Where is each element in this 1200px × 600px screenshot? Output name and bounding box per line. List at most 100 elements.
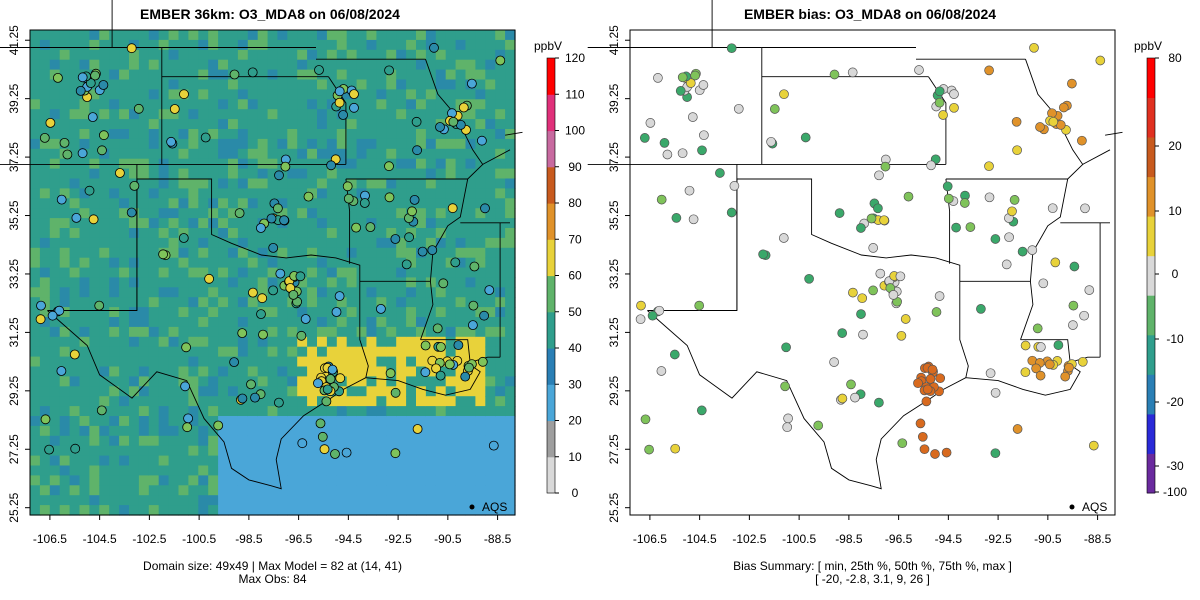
aqs-station-marker [917,431,928,442]
aqs-station-marker [782,422,793,433]
aqs-station-marker [847,67,858,78]
aqs-station-marker [229,357,240,368]
aqs-station-marker [313,378,323,389]
bias-x-tick-label: -100.5 [782,532,816,546]
aqs-station-marker [1079,310,1089,321]
aqs-station-marker [813,420,824,431]
aqs-station-marker [390,448,401,459]
bias-colorbar-tick-label: -30 [1166,459,1184,473]
aqs-station-marker [1017,246,1028,257]
aqs-station-marker [247,287,258,298]
aqs-station-marker [696,405,707,416]
aqs-station-marker [334,86,345,97]
aqs-station-marker [273,397,284,408]
bias-x-tick-label: -106.5 [633,532,667,546]
aqs-station-marker [384,161,394,172]
aqs-station-marker [334,97,345,108]
aqs-station-marker [976,304,986,314]
aqs-station-marker [448,116,459,127]
aqs-station-marker [900,314,911,324]
aqs-station-marker [330,449,340,459]
aqs-station-marker [480,203,490,214]
aqs-station-marker [659,138,670,148]
model-colorbar [546,57,556,494]
aqs-station-marker [951,222,961,233]
aqs-station-marker [213,420,224,431]
aqs-station-marker [44,444,54,455]
bias-footer-line1: Bias Summary: [ min, 25th %, 50th %, 75t… [733,559,1012,573]
aqs-station-marker [1038,278,1049,289]
aqs-station-marker [990,448,1001,459]
aqs-station-marker [780,381,790,392]
aqs-station-marker [925,374,936,384]
aqs-station-marker [435,370,446,381]
aqs-station-marker [466,78,477,89]
aqs-station-marker [229,69,240,80]
model-station-markers [35,42,506,459]
aqs-station-marker [875,268,886,279]
aqs-station-marker [335,373,346,384]
model-x-tick-label: -96.5 [285,532,313,546]
aqs-station-marker [766,136,776,147]
aqs-station-marker [914,65,924,75]
aqs-station-marker [1011,116,1022,127]
aqs-station-marker [697,145,707,156]
aqs-station-marker [837,328,848,338]
aqs-station-marker [334,291,345,302]
aqs-station-marker [804,273,814,284]
aqs-station-marker [733,103,744,114]
aqs-station-marker [931,307,942,317]
model-y-tick-label: 39.25 [7,83,21,113]
aqs-station-marker [275,268,286,279]
aqs-station-marker [913,378,923,389]
aqs-station-marker [868,243,879,253]
aqs-station-marker [390,387,401,398]
bias-y-tick-label: 29.25 [607,375,621,405]
aqs-station-marker [647,310,658,321]
model-field-grid [30,30,516,516]
aqs-station-marker [181,342,192,353]
model-x-tick-label: -104.5 [83,532,117,546]
aqs-station-marker [166,136,177,147]
aqs-legend-label: AQS [482,500,507,514]
aqs-station-marker [856,309,866,319]
aqs-station-marker [464,362,474,373]
model-panel: EMBER 36km: O3_MDA8 on 06/08/2024 -106.5… [0,0,585,586]
model-x-tick-label: -106.5 [33,532,67,546]
aqs-station-marker [467,320,478,331]
aqs-station-marker [331,307,342,317]
aqs-station-marker [873,203,883,214]
aqs-station-marker [1077,356,1088,367]
aqs-station-marker [178,233,189,243]
model-y-tick-label: 37.25 [7,142,21,172]
aqs-station-marker [941,447,952,458]
aqs-station-marker [303,191,314,202]
aqs-station-marker [420,367,431,378]
aqs-station-marker [726,43,737,54]
aqs-station-marker [435,122,445,132]
aqs-station-marker [984,65,994,76]
aqs-station-marker [411,116,422,127]
bias-colorbar-tick-label: 0 [1172,267,1179,281]
aqs-station-marker [1029,42,1039,53]
aqs-station-marker [266,213,277,224]
aqs-station-marker [1058,102,1069,113]
aqs-station-marker [677,72,688,83]
aqs-station-marker [458,102,469,113]
aqs-station-marker [182,422,193,433]
aqs-station-marker [926,160,936,171]
bias-x-tick-label: -104.5 [683,532,717,546]
aqs-station-marker [1035,370,1046,381]
aqs-station-marker [934,97,945,108]
aqs-station-marker [685,78,696,88]
aqs-station-marker [115,168,125,178]
aqs-station-marker [133,103,144,114]
model-colorbar-tick-label: 10 [568,450,582,464]
aqs-station-marker [943,193,954,204]
aqs-station-marker [359,198,370,208]
aqs-station-marker [54,305,65,316]
model-x-tick-label: -100.5 [182,532,216,546]
aqs-station-marker [126,207,137,218]
aqs-station-marker [656,194,667,205]
aqs-station-marker [837,393,848,404]
